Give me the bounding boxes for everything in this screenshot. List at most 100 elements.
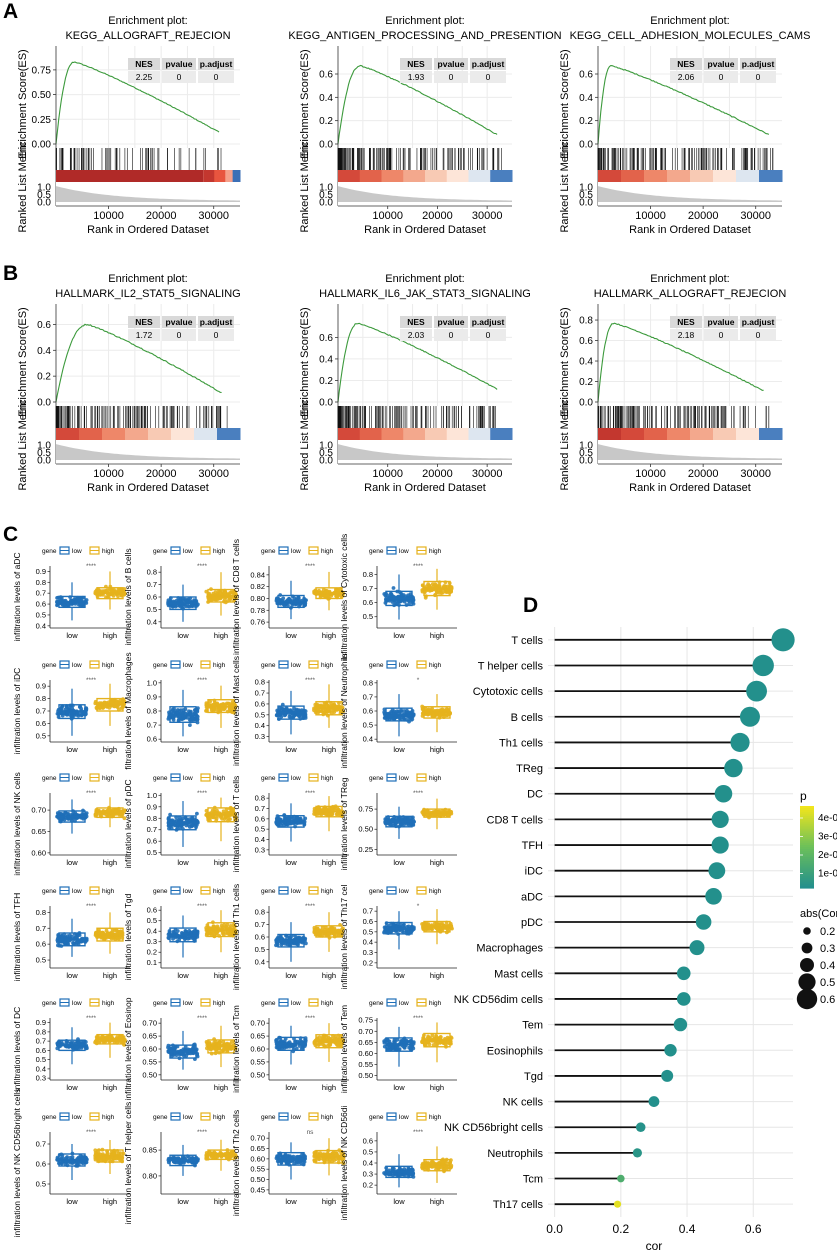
x-tick-high: high [322,971,336,980]
data-point-low [171,930,176,934]
y-tick-label: 0.6 [147,735,157,744]
stats-value-cell [470,329,506,341]
es-ytick-label: 0.25 [32,115,52,126]
x-tick-label: 20000 [422,468,453,480]
panel-label-b: B [3,262,18,285]
stats-header-text: NES [407,59,425,69]
data-point-high [336,588,341,593]
data-point-high [226,816,231,821]
stats-value-cell [434,329,468,341]
metric-fill [338,444,512,460]
y-label-es: Enrichment Score(ES) [299,49,311,158]
data-point-high [109,700,114,705]
y-tick-label: 0.7 [363,907,373,916]
es-ytick-label: 0.0 [579,398,593,409]
y-axis-label: infiltration levels of NK cells [12,772,22,875]
data-point-low [392,717,396,721]
metric-fill [598,186,782,202]
stats-header-cell [162,316,196,328]
es-ytick-label: 0.4 [579,93,593,104]
legend-high-label: high [102,888,115,895]
data-point-high [212,707,216,712]
legend-high-label: high [213,775,226,782]
y-axis-label: filtration levels of Macrophages [123,652,133,769]
data-point-low [181,708,186,712]
boxplot-17: gene low high 0.30.40.50.60.70.80.9 low high *… [12,998,130,1092]
data-point-high [323,811,328,816]
es-curve [597,65,770,145]
x-tick-label: 20000 [688,468,719,480]
heat-segment [446,428,469,440]
data-point-low [84,811,89,815]
y-tick-label: 0.8 [363,570,373,579]
y-label-metric: Ranked List Metric [299,399,311,491]
legend-low-label: low [183,548,193,555]
data-point-low [182,937,187,942]
x-tick-high: high [214,858,228,867]
data-point-high [441,708,446,712]
es-ytick-label: 0.0 [37,398,51,409]
es-ytick-label: 0.4 [37,346,51,357]
y-tick-label: 0.7 [36,924,46,933]
x-tick-high: high [430,631,444,640]
stats-header-text: p.adjust [200,59,233,69]
heat-segment [490,428,513,440]
legend-high-label: high [213,662,226,669]
data-point-low [65,811,70,816]
y-tick-label: 0.4 [363,735,373,744]
data-point-high [434,583,438,587]
gsea-title-prefix: Enrichment plot: [650,15,729,27]
x-tick-label: 20000 [146,468,177,480]
x-tick-high: high [214,1083,228,1092]
data-point-low [394,928,399,933]
stats-value-cell [400,71,432,83]
stats-header-cell [128,316,160,328]
stats-value-cell [198,71,234,83]
es-ytick-label: 0.2 [319,116,333,127]
y-tick-label: 0.9 [147,692,157,701]
data-point-low [397,716,402,721]
data-point-high [222,590,227,595]
boxplot-16: gene low high 0.20.30.4 0.50.60.7 low high * inf… [339,885,457,989]
legend-title: gene [153,775,168,782]
data-point-low [281,602,286,607]
stats-header-cell [198,316,234,328]
es-ytick-label: 0.0 [319,140,333,151]
y-tick-label: 0.70 [142,1019,157,1028]
stats-value-text: 1.72 [136,330,153,340]
y-tick-label: 0.7 [147,580,157,589]
es-ytick-label: 0.75 [32,65,52,76]
legend-low-label: low [291,548,301,555]
es-ytick-label: 0.00 [32,140,52,151]
x-tick-label: 20000 [146,210,177,222]
stats-header-text: p.adjust [742,317,775,327]
data-point-low [406,710,411,715]
gsea-title-prefix: Enrichment plot: [385,15,464,27]
data-point-low [292,706,296,710]
legend-low-label: low [183,1000,193,1007]
stats-value-text: 2.25 [136,72,153,82]
heat-segment [644,170,668,182]
heat-segment [621,428,645,440]
stats-value-text: 0 [177,72,182,82]
y-tick-label: 0.82 [250,582,265,591]
data-point-low [280,941,285,946]
data-point-high [317,806,322,811]
x-tick-label: 30000 [472,468,503,480]
stats-header-cell [670,58,702,70]
x-tick-label: 10000 [635,210,666,222]
data-point-low [391,586,396,590]
heat-segment [736,170,760,182]
data-point-low [396,598,401,603]
data-point-high [215,924,220,929]
legend-low-label: low [399,888,409,895]
boxplot-12: gene low high 0.25 0.50 0.75 low high **** infilt… [339,773,457,870]
metric-tick-label: 0.5 [319,190,333,201]
significance-label: **** [413,563,424,570]
y-axis-label: infiltration levels of Neutrophils [339,653,349,768]
boxplot-3: gene low high 0.76 0.78 0.80 0.82 0.84 low high **… [231,539,349,655]
metric-tick-label: 0.5 [579,448,593,459]
stats-value-text: 0 [486,72,491,82]
gsea-title: HALLMARK_IL2_STAT5_SIGNALING [55,288,240,300]
x-axis-label: Rank in Ordered Dataset [364,482,486,494]
